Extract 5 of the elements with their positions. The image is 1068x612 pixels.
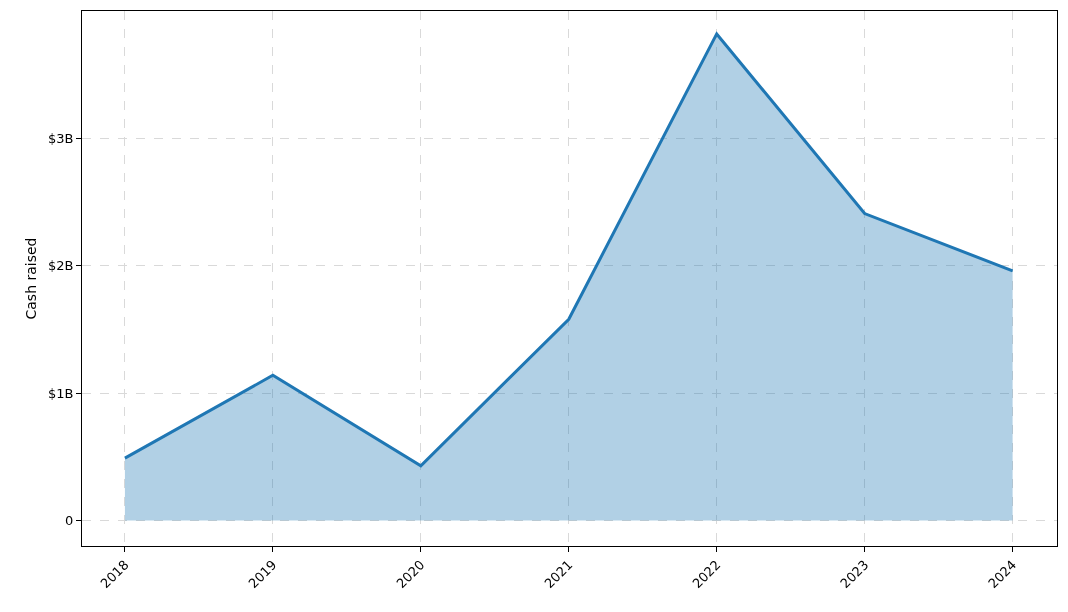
y-tick-label: $3B bbox=[47, 130, 74, 146]
y-tick-label: $1B bbox=[47, 385, 74, 401]
y-tick-label: $2B bbox=[47, 258, 74, 274]
y-axis-title: Cash raised bbox=[22, 237, 39, 320]
y-tick-label: 0 bbox=[65, 513, 74, 529]
